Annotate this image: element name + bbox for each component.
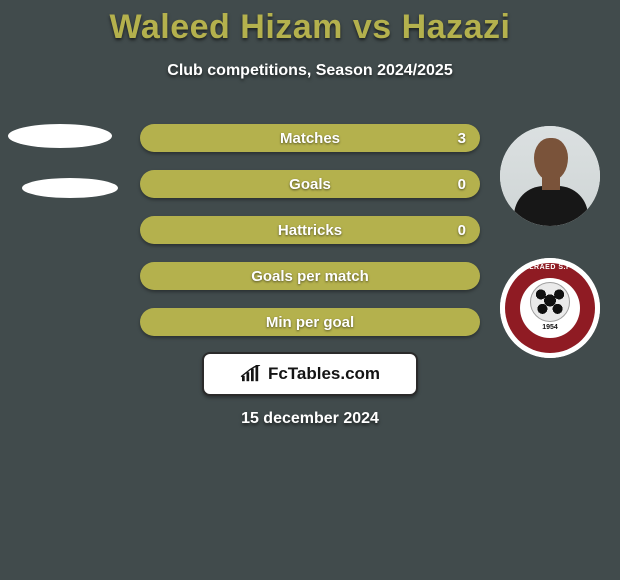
date-text: 15 december 2024 <box>0 410 620 428</box>
stat-label: Goals per match <box>140 262 480 290</box>
player2-club-crest: ALRAED S.FC 1954 <box>500 258 600 358</box>
player1-photo-placeholder <box>8 124 112 148</box>
stat-right-value: 3 <box>458 124 466 152</box>
stat-bar-hattricks: Hattricks 0 <box>140 216 480 244</box>
stat-right-value: 0 <box>458 170 466 198</box>
stat-bar-min-per-goal: Min per goal <box>140 308 480 336</box>
stat-bar-goals: Goals 0 <box>140 170 480 198</box>
stat-bar-matches: Matches 3 <box>140 124 480 152</box>
stats-list: Matches 3 Goals 0 Hattricks 0 Goals per … <box>140 124 480 354</box>
brand-text: FcTables.com <box>268 364 380 384</box>
stat-label: Goals <box>140 170 480 198</box>
subtitle: Club competitions, Season 2024/2025 <box>0 62 620 80</box>
brand-pill[interactable]: FcTables.com <box>202 352 418 396</box>
crest-year: 1954 <box>500 324 600 331</box>
stat-bar-goals-per-match: Goals per match <box>140 262 480 290</box>
page-title: Waleed Hizam vs Hazazi <box>0 8 620 47</box>
stat-label: Hattricks <box>140 216 480 244</box>
player1-club-placeholder <box>22 178 118 198</box>
stat-label: Matches <box>140 124 480 152</box>
avatar-head <box>534 138 568 180</box>
player2-photo <box>500 126 600 226</box>
bar-chart-icon <box>240 365 262 383</box>
crest-top-text: ALRAED S.FC <box>500 264 600 271</box>
stat-right-value: 0 <box>458 216 466 244</box>
stat-label: Min per goal <box>140 308 480 336</box>
avatar-body <box>514 186 588 226</box>
soccer-ball-icon <box>530 282 570 322</box>
